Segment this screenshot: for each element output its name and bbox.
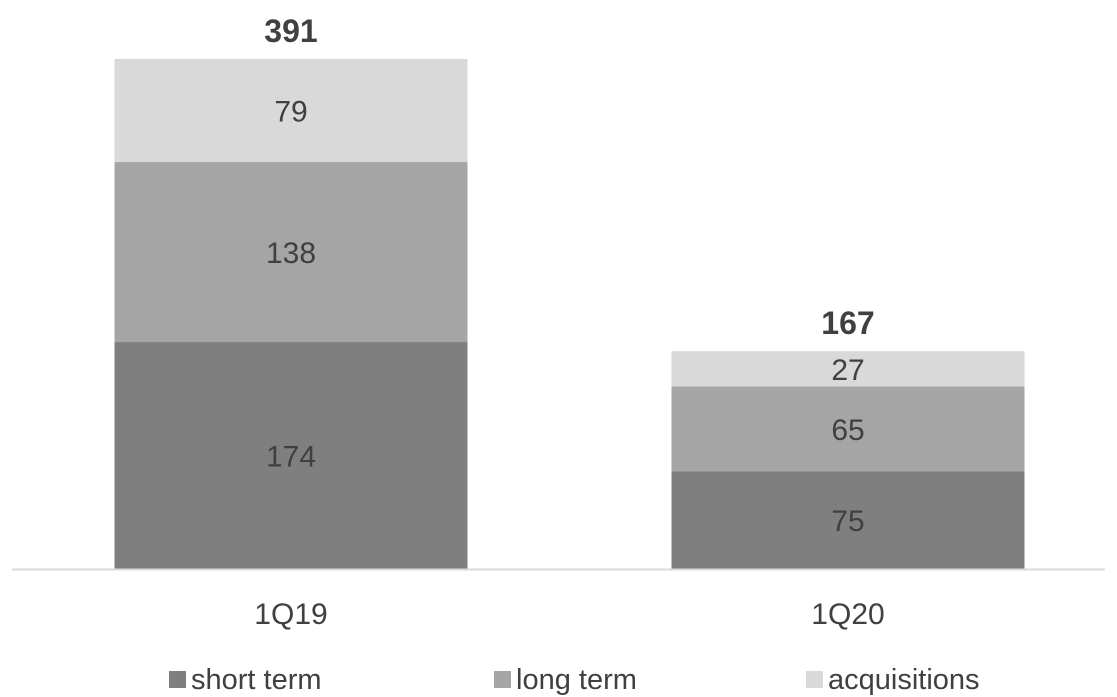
bar-segment-acquisitions-1q20 [671, 351, 1025, 387]
data-label-acquisitions-1q19: 79 [274, 96, 307, 129]
data-label-short-term-1q19: 174 [266, 441, 316, 474]
bar-segment-acquisitions-1q19 [114, 59, 468, 163]
category-label-1q19: 1Q19 [254, 598, 327, 631]
data-label-short-term-1q20: 75 [831, 505, 864, 538]
data-label-long-term-1q19: 138 [266, 237, 316, 270]
legend-swatch-acquisitions [806, 671, 823, 688]
category-labels-layer: 1Q19 1Q20 [254, 598, 884, 631]
bar-segment-long-term-1q19 [114, 162, 468, 343]
bars-layer [114, 59, 1025, 569]
data-label-acquisitions-1q20: 27 [831, 354, 864, 387]
legend-swatch-short-term [169, 671, 186, 688]
legend: short term long term acquisitions [169, 664, 980, 696]
legend-label-short-term: short term [191, 664, 322, 696]
bar-segment-short-term-1q20 [671, 471, 1025, 569]
total-label-1q19: 391 [264, 13, 317, 49]
total-label-1q20: 167 [821, 305, 874, 341]
legend-label-acquisitions: acquisitions [828, 664, 980, 696]
category-label-1q20: 1Q20 [811, 598, 884, 631]
data-labels-layer: 174 138 79 391 75 65 27 167 [264, 13, 874, 538]
bar-segment-short-term-1q19 [114, 342, 468, 569]
bar-segment-long-term-1q20 [671, 386, 1025, 472]
data-label-long-term-1q20: 65 [831, 414, 864, 447]
legend-swatch-long-term [494, 671, 511, 688]
legend-label-long-term: long term [516, 664, 637, 696]
